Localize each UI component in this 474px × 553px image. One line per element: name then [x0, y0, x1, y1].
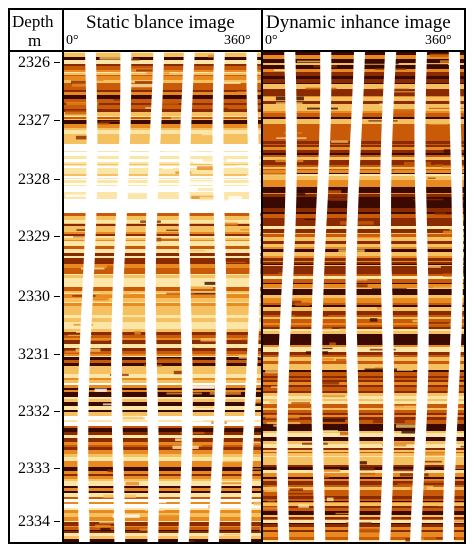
depth-title: Depth	[12, 12, 54, 31]
depth-tick	[54, 411, 60, 412]
depth-label-3231: 3231	[18, 346, 50, 363]
dynamic-image-title: Dynamic inhance image	[266, 12, 451, 33]
dynamic-image-raster	[263, 52, 464, 542]
depth-tick	[54, 236, 60, 237]
depth-label-2332: 2332	[18, 403, 50, 420]
static-image-panel	[64, 52, 261, 542]
depth-label-2329: 2329	[18, 228, 50, 245]
depth-label-2327: 2327	[18, 112, 50, 129]
depth-tick	[54, 468, 60, 469]
dynamic-image-panel	[263, 52, 464, 542]
depth-tick	[54, 354, 60, 355]
depth-tick	[54, 521, 60, 522]
depth-label-2328: 2328	[18, 171, 50, 188]
depth-label-2334: 2334	[18, 513, 50, 530]
static-image-title: Static blance image	[86, 12, 235, 33]
static-image-raster	[64, 52, 261, 542]
depth-unit: m	[28, 31, 42, 50]
static-angle-end: 360°	[224, 33, 251, 48]
depth-label-2330: 2330	[18, 288, 50, 305]
dynamic-angle-start: 0°	[265, 33, 278, 48]
depth-header-divider	[8, 50, 64, 52]
dynamic-angle-end: 360°	[425, 33, 452, 48]
depth-tick	[54, 179, 60, 180]
depth-label-2333: 2333	[18, 460, 50, 477]
depth-tick	[54, 62, 60, 63]
dynamic-image-frame	[261, 8, 466, 544]
depth-tick	[54, 120, 60, 121]
depth-tick	[54, 296, 60, 297]
static-angle-start: 0°	[66, 33, 79, 48]
image-header-divider	[62, 50, 466, 52]
depth-label-2326: 2326	[18, 54, 50, 71]
